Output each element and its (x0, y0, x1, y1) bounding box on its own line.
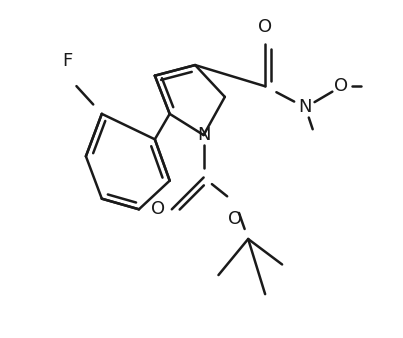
Text: O: O (334, 77, 349, 95)
Text: O: O (229, 210, 243, 228)
Text: F: F (63, 52, 73, 70)
Text: O: O (151, 200, 166, 218)
Text: N: N (197, 126, 210, 144)
Text: N: N (299, 98, 312, 117)
Text: O: O (258, 19, 272, 37)
